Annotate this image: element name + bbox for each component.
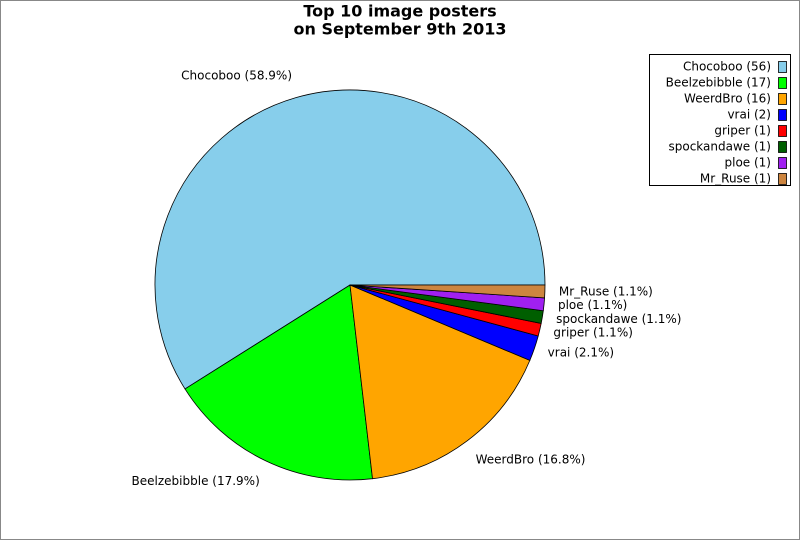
legend-label: griper (1) [714,124,771,138]
legend-swatch [778,109,787,121]
pie-slice [154,89,546,390]
chart-subtitle: on September 9th 2013 [294,20,507,39]
legend-swatch [778,77,787,89]
slice-label: ploe (1.1%) [558,298,627,312]
legend-box [649,54,791,186]
pie-slice [349,284,546,299]
legend-swatch [778,61,787,73]
legend-label: WeerdBro (16) [684,92,771,106]
slice-label: Mr_Ruse (1.1%) [559,284,653,298]
legend-label: ploe (1) [725,156,772,170]
legend-swatch [778,125,787,137]
legend-swatch [778,157,787,169]
slice-label: Chocoboo (58.9%) [181,69,292,83]
pie-slice [349,284,531,480]
chart-title: Top 10 image posters [303,2,496,21]
slice-label: spockandawe (1.1%) [556,312,681,326]
legend-label: vrai (2) [727,108,771,122]
slice-label: vrai (2.1%) [548,345,614,359]
legend-swatch [778,141,787,153]
legend-swatch [778,93,787,105]
pie-slice [184,284,373,481]
legend-label: Mr_Ruse (1) [700,172,771,186]
slice-label: WeerdBro (16.8%) [476,453,586,467]
legend-label: Chocoboo (56) [683,60,771,74]
slice-label: griper (1.1%) [553,325,632,339]
legend-label: Beelzebibble (17) [666,76,771,90]
legend-label: spockandawe (1) [669,140,772,154]
slice-label: Beelzebibble (17.9%) [132,474,260,488]
legend-swatch [778,173,787,185]
